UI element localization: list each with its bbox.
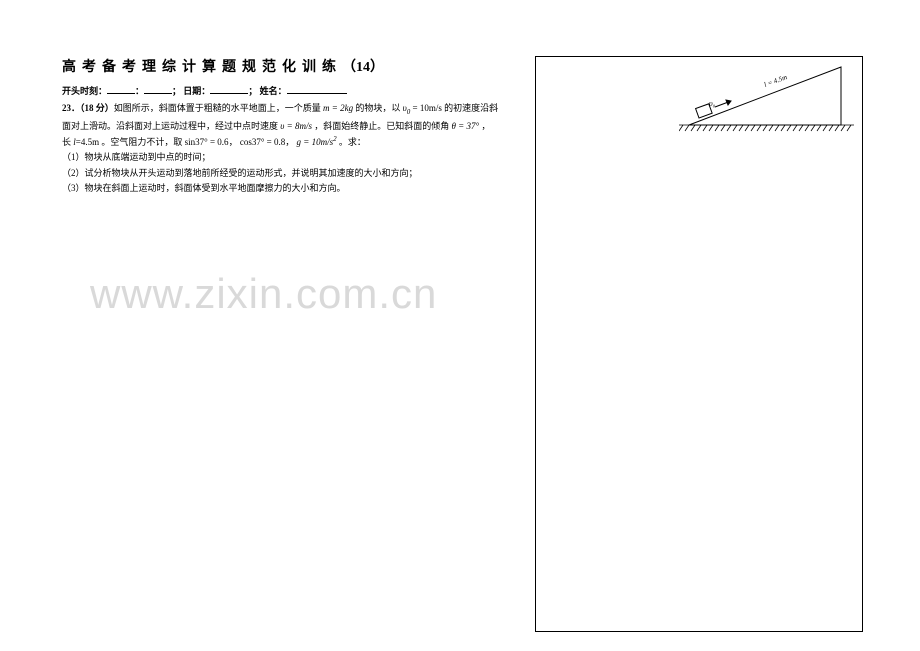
- math-theta: θ = 37°: [452, 121, 480, 131]
- title-prefix: 高考备考理综计算题规范化训练: [62, 60, 342, 75]
- text: 。空气阻力不计，取: [101, 137, 182, 147]
- semicolon: ；: [248, 86, 257, 96]
- answer-rect: υ₀ l = 4.5m: [535, 56, 863, 632]
- sub-question-1: （1）物块从底端运动到中点的时间；: [62, 150, 517, 165]
- text: 长: [62, 137, 73, 147]
- math-l-val: =4.5m: [76, 137, 99, 147]
- text: 如图所示，斜面体置于粗糙的水平地面上，一个质量: [114, 103, 321, 113]
- text: 的初速度沿斜: [444, 103, 498, 113]
- date-label: 日期：: [183, 86, 210, 96]
- title-number: （14）: [342, 60, 384, 75]
- blank: [144, 93, 172, 94]
- math-v: υ = 8m/s: [280, 121, 312, 131]
- math-g: g = 10m/s2: [297, 137, 337, 147]
- colon: ：: [135, 86, 144, 96]
- math-sin: sin37° = 0.6: [185, 137, 229, 147]
- text: 的物块，以: [355, 103, 400, 113]
- sep: ，: [285, 137, 294, 147]
- math-cos: cos37° = 0.8: [240, 137, 285, 147]
- v0-label: υ₀: [709, 99, 716, 108]
- math-m: m = 2kg: [323, 103, 353, 113]
- sub-question-3: （3）物块在斜面上运动时，斜面体受到水平地面摩擦力的大小和方向。: [62, 181, 517, 196]
- text: 面对上滑动。沿斜面对上运动过程中，经过中点时速度: [62, 121, 278, 131]
- page-title: 高考备考理综计算题规范化训练（14）: [62, 56, 517, 76]
- text: 。求：: [339, 137, 366, 147]
- start-label: 开头时刻：: [62, 86, 107, 96]
- watermark: www.zixin.com.cn: [90, 270, 437, 318]
- question-body: 23．（18 分）如图所示，斜面体置于粗糙的水平地面上，一个质量 m = 2kg…: [62, 101, 517, 196]
- blank: [210, 93, 248, 94]
- sub-question-2: （2）试分析物块从开头运动到落地前所经受的运动形式，并说明其加速度的大小和方向；: [62, 166, 517, 181]
- incline-figure: υ₀ l = 4.5m: [679, 63, 854, 133]
- sep: ，: [229, 137, 238, 147]
- question-number: 23．（18 分）: [62, 103, 114, 113]
- name-label: 姓名：: [260, 86, 287, 96]
- semicolon: ；: [172, 86, 181, 96]
- l-label: l = 4.5m: [763, 73, 788, 89]
- text: ，斜面始终静止。已知斜面的倾角: [314, 121, 449, 131]
- blank: [107, 93, 135, 94]
- math-v0: υ0 = 10m/s: [403, 103, 442, 113]
- meta-line: 开头时刻：：； 日期：； 姓名：: [62, 84, 517, 97]
- blank: [287, 93, 347, 94]
- text: ，: [481, 121, 490, 131]
